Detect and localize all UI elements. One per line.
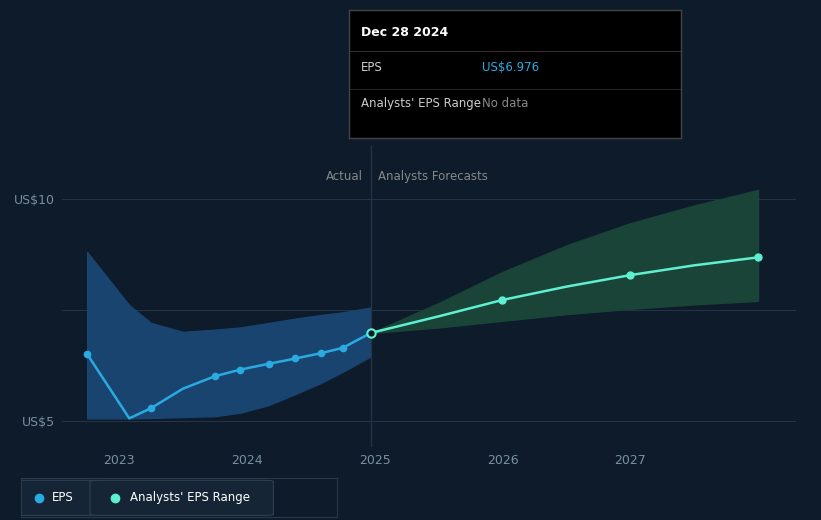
Text: No data: No data [482, 97, 528, 110]
FancyBboxPatch shape [90, 480, 273, 515]
FancyBboxPatch shape [14, 480, 103, 515]
Text: Analysts Forecasts: Analysts Forecasts [378, 170, 488, 183]
Text: US$6.976: US$6.976 [482, 61, 539, 74]
Text: Dec 28 2024: Dec 28 2024 [360, 25, 447, 38]
Text: Analysts' EPS Range: Analysts' EPS Range [130, 491, 250, 504]
Text: Analysts' EPS Range: Analysts' EPS Range [360, 97, 480, 110]
Text: EPS: EPS [360, 61, 383, 74]
Text: Actual: Actual [326, 170, 363, 183]
Text: EPS: EPS [53, 491, 74, 504]
